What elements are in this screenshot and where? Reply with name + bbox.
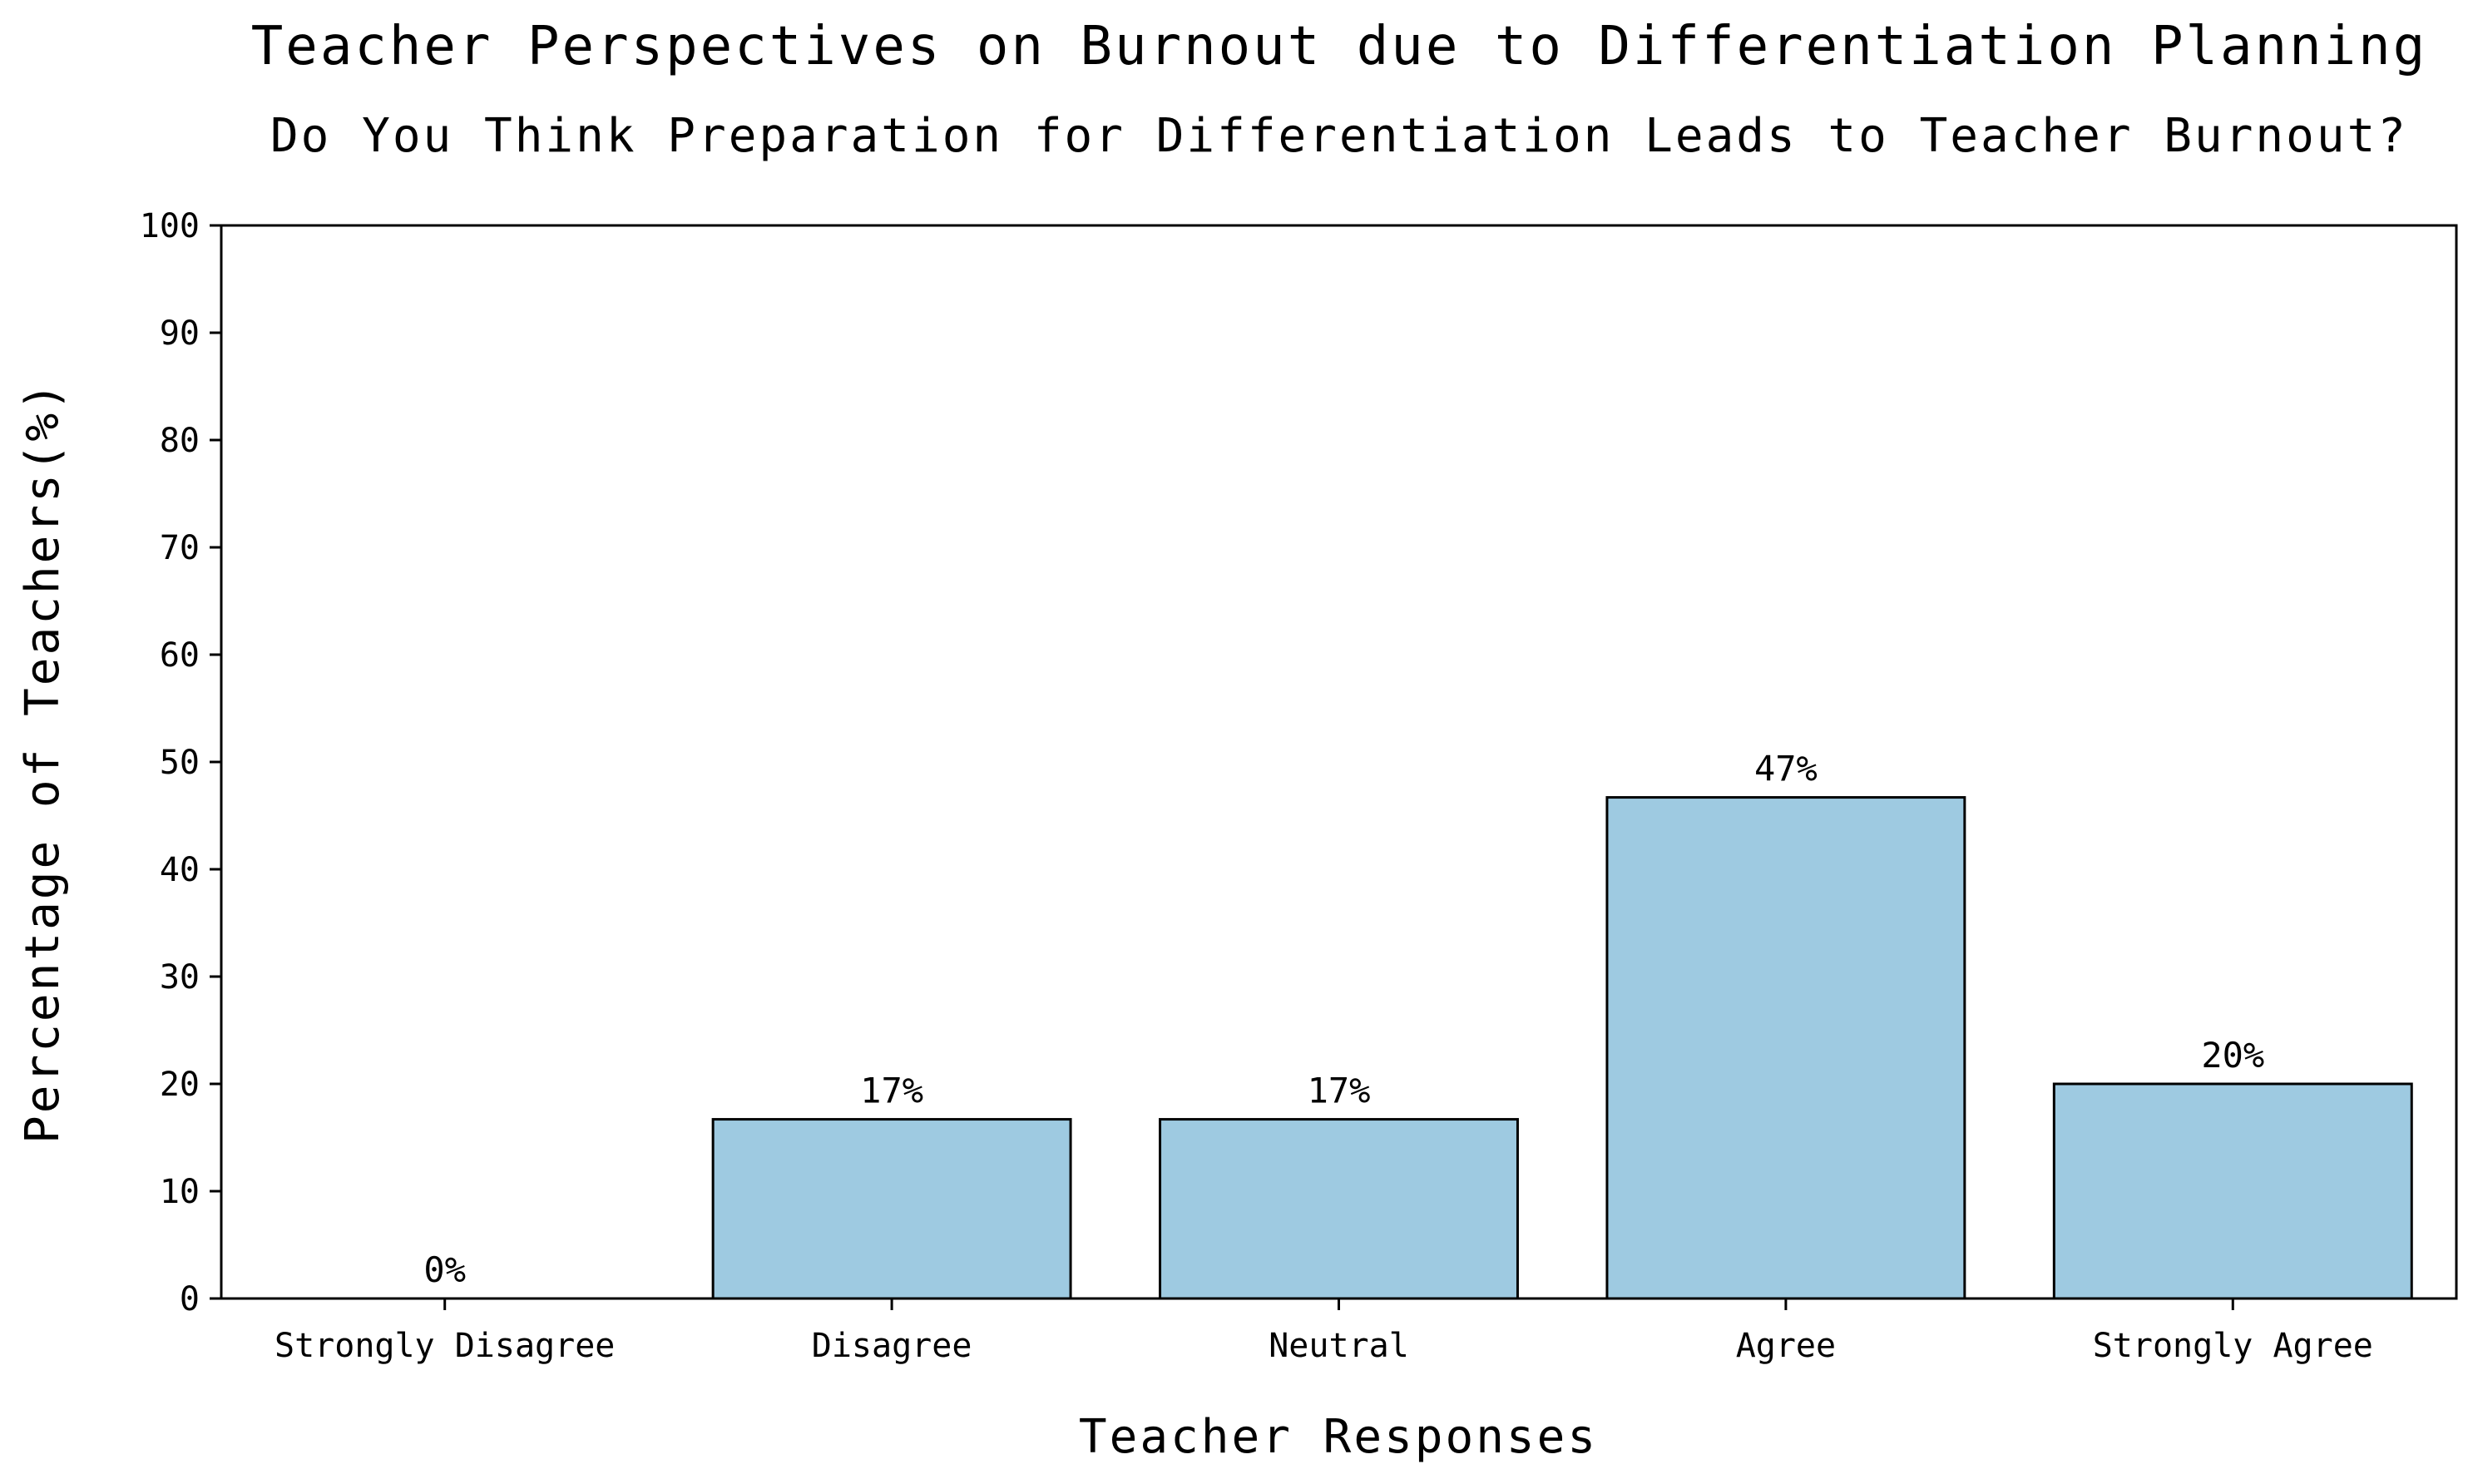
chart-subtitle: Do You Think Preparation for Differentia…	[270, 109, 2408, 163]
y-tick-label: 30	[160, 958, 200, 997]
x-tick-label: Agree	[1736, 1327, 1836, 1365]
x-axis: Strongly Disagree Disagree Neutral Agree Str…	[275, 1298, 2373, 1365]
bar-disagree	[711, 1118, 1072, 1300]
y-tick-label: 0	[180, 1280, 200, 1318]
bar-neutral	[1159, 1118, 1519, 1300]
bar-agree	[1605, 796, 1966, 1300]
plot-frame	[220, 224, 2458, 1300]
chart-title: Teacher Perspectives on Burnout due to D…	[251, 16, 2427, 77]
y-tick-label: 10	[160, 1173, 200, 1211]
data-label: 0%	[423, 1249, 466, 1290]
data-label: 47%	[1754, 749, 1818, 789]
bars: 0% 17% 17% 47% 20%	[423, 749, 2413, 1300]
x-tick-label: Strongly Agree	[2093, 1327, 2373, 1365]
y-tick-label: 40	[160, 851, 200, 889]
x-tick-label: Strongly Disagree	[275, 1327, 615, 1365]
y-tick-label: 60	[160, 636, 200, 675]
y-tick-label: 100	[140, 207, 200, 245]
y-tick-label: 20	[160, 1066, 200, 1104]
y-tick-label: 80	[160, 422, 200, 460]
x-tick-label: Neutral	[1269, 1327, 1409, 1365]
data-label: 20%	[2201, 1035, 2264, 1076]
y-axis-label: Percentage of Teachers(%)	[16, 380, 70, 1144]
data-label: 17%	[860, 1071, 923, 1111]
x-tick-label: Disagree	[812, 1327, 972, 1365]
bar-strongly-agree	[2052, 1082, 2413, 1300]
x-axis-label: Teacher Responses	[1079, 1410, 1598, 1464]
y-axis: 0 10 20 30 40 50 60 70 80 90 100	[140, 207, 221, 1318]
y-tick-label: 50	[160, 744, 200, 782]
data-label: 17%	[1308, 1071, 1371, 1111]
y-tick-label: 90	[160, 314, 200, 353]
y-tick-label: 70	[160, 529, 200, 567]
